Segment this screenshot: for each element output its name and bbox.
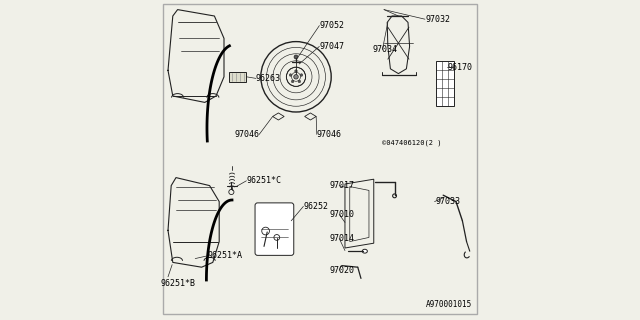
Text: 96251*A: 96251*A [207,252,243,260]
Text: 97046: 97046 [234,130,259,139]
Ellipse shape [362,249,367,253]
Circle shape [294,55,298,59]
Text: A970001015: A970001015 [426,300,472,309]
Text: 97047: 97047 [320,42,345,51]
Circle shape [294,75,298,79]
Text: 96252: 96252 [304,202,329,211]
Text: 97052: 97052 [320,21,345,30]
FancyBboxPatch shape [255,203,294,255]
Circle shape [295,70,297,72]
Text: 97034: 97034 [372,45,398,54]
Text: ©047406120(2 ): ©047406120(2 ) [383,139,442,146]
Bar [229,72,246,82]
Text: 97014: 97014 [330,234,355,243]
Text: 97010: 97010 [330,210,355,219]
Circle shape [298,80,301,83]
Text: 97017: 97017 [330,181,355,190]
Circle shape [289,74,292,76]
Circle shape [300,74,303,76]
Text: 96170: 96170 [448,63,473,72]
Text: 97046: 97046 [317,130,342,139]
Text: 97033: 97033 [435,197,460,206]
Text: 96251*B: 96251*B [161,279,196,288]
Text: 96251*C: 96251*C [246,176,282,185]
Text: 97020: 97020 [330,266,355,275]
Text: 97032: 97032 [426,15,451,24]
Text: 96263: 96263 [256,74,281,83]
Circle shape [291,80,294,83]
Bar [436,61,454,106]
